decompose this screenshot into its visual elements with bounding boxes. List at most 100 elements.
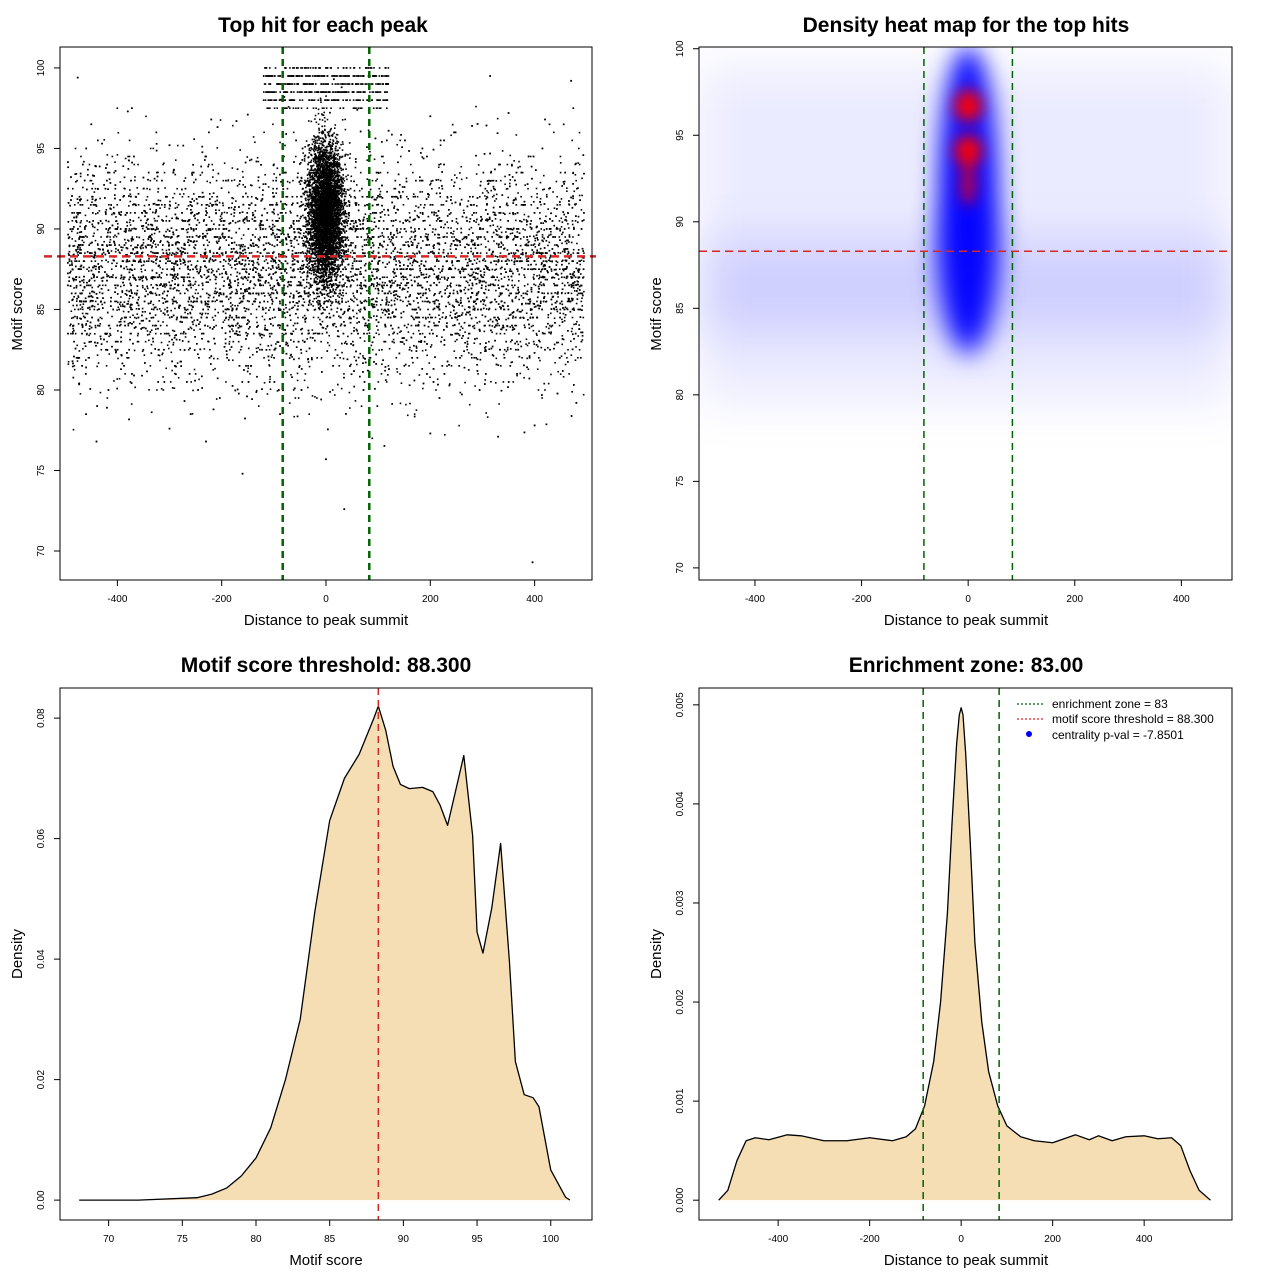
data-point — [460, 354, 463, 357]
data-point — [497, 234, 499, 236]
data-point — [303, 379, 306, 382]
data-point — [505, 237, 508, 239]
data-point — [218, 273, 221, 276]
data-point — [120, 331, 123, 333]
data-point — [526, 221, 528, 223]
data-point — [296, 372, 299, 375]
data-point — [564, 219, 566, 221]
data-point — [207, 308, 209, 311]
data-point — [565, 218, 567, 221]
data-point — [544, 332, 546, 335]
data-point — [446, 236, 448, 238]
data-point — [392, 338, 395, 341]
data-point — [73, 244, 76, 247]
data-point — [136, 289, 139, 292]
data-point — [411, 316, 414, 319]
data-point — [140, 264, 143, 267]
data-point — [496, 117, 499, 120]
data-point — [350, 363, 352, 366]
data-point — [310, 269, 313, 272]
data-point — [405, 230, 407, 233]
data-point — [363, 252, 366, 255]
data-point — [105, 209, 108, 211]
data-point — [100, 265, 102, 267]
data-point — [211, 316, 214, 319]
data-point — [566, 281, 569, 284]
data-point — [186, 308, 189, 311]
data-point — [76, 316, 79, 318]
data-point — [120, 296, 122, 298]
data-point — [439, 271, 442, 274]
data-point — [565, 220, 568, 222]
data-point — [419, 267, 421, 270]
data-point — [271, 244, 273, 246]
data-point — [149, 234, 151, 237]
data-point — [231, 124, 234, 127]
data-point — [408, 212, 411, 214]
data-point — [360, 285, 363, 288]
data-point — [359, 273, 361, 275]
data-point — [376, 297, 378, 300]
data-point — [561, 250, 564, 253]
data-point — [450, 134, 452, 137]
data-point — [500, 242, 503, 245]
data-point — [176, 144, 179, 147]
data-point — [84, 329, 86, 332]
data-point — [566, 253, 569, 255]
data-point — [583, 290, 585, 293]
data-point — [396, 298, 399, 301]
data-point — [71, 219, 74, 222]
data-point — [194, 247, 196, 250]
data-point — [312, 316, 315, 319]
data-point — [442, 249, 445, 251]
data-point — [441, 276, 443, 279]
data-point — [109, 334, 112, 337]
data-point — [77, 295, 80, 297]
data-point — [533, 243, 536, 245]
data-point — [410, 279, 413, 282]
data-point — [90, 179, 93, 182]
data-point — [575, 162, 577, 165]
data-point — [223, 211, 226, 214]
data-point — [74, 260, 76, 262]
data-point — [297, 305, 299, 307]
data-point — [580, 209, 583, 211]
data-point — [562, 312, 565, 315]
data-point — [468, 220, 471, 223]
data-point — [246, 218, 248, 220]
data-point — [571, 316, 574, 319]
data-point — [245, 277, 248, 280]
data-point — [147, 244, 150, 246]
data-point — [331, 389, 334, 391]
data-point — [251, 212, 254, 214]
data-point — [317, 316, 320, 319]
data-point — [547, 208, 549, 210]
data-point — [133, 253, 136, 255]
data-point — [421, 332, 424, 335]
data-point — [427, 316, 429, 319]
data-point — [432, 228, 434, 230]
data-point — [313, 150, 316, 153]
data-point — [493, 194, 495, 197]
data-point — [486, 196, 489, 199]
data-point — [158, 308, 161, 310]
data-point — [78, 276, 81, 279]
data-point — [312, 220, 315, 222]
data-point — [197, 212, 199, 215]
data-point — [374, 287, 377, 290]
data-point — [203, 219, 205, 221]
data-point — [151, 278, 154, 280]
data-point — [541, 331, 544, 334]
data-point — [370, 284, 373, 287]
data-point — [535, 332, 538, 335]
data-point — [165, 220, 168, 222]
data-point — [392, 195, 394, 198]
data-point — [439, 318, 441, 320]
data-point — [382, 309, 385, 312]
data-point — [461, 327, 464, 330]
data-point — [209, 278, 211, 281]
data-point — [191, 413, 194, 415]
data-point — [230, 251, 232, 254]
data-point — [520, 195, 522, 198]
data-point — [407, 331, 410, 333]
